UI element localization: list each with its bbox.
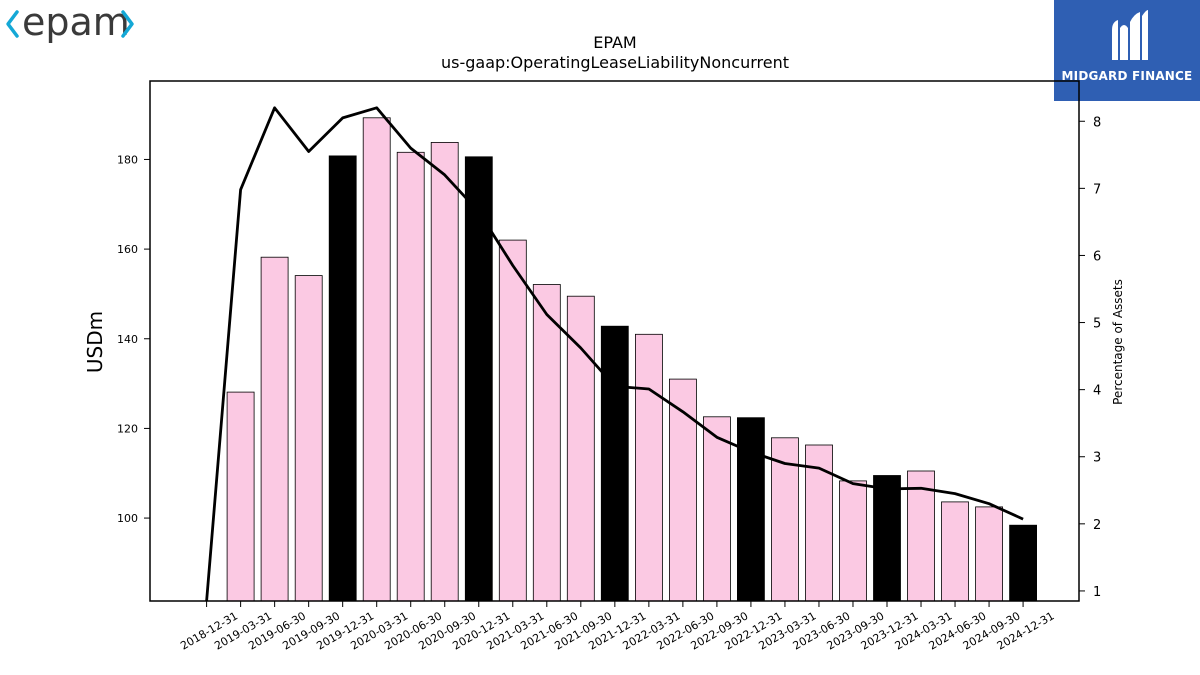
- bar: [703, 416, 731, 602]
- y-tick-label: 160: [117, 243, 138, 256]
- bar: [941, 501, 969, 602]
- bar: [396, 151, 425, 602]
- y2-tick-label: 2: [1093, 518, 1101, 533]
- company-logo-text: epam: [22, 0, 130, 44]
- bar: [430, 141, 459, 602]
- logo-left-bracket-icon: [6, 10, 19, 38]
- bar: [566, 295, 595, 602]
- midgard-mark-icon: [1112, 10, 1148, 60]
- bar: [328, 155, 357, 602]
- y2-tick-label: 6: [1093, 249, 1101, 264]
- y-tick-label: 100: [117, 512, 138, 525]
- y2-tick-label: 7: [1093, 182, 1101, 197]
- bar: [532, 284, 561, 602]
- y2-tick-label: 4: [1093, 384, 1101, 399]
- y-tick-label: 180: [117, 153, 138, 166]
- y2-tick-label: 3: [1093, 451, 1101, 466]
- y2-axis-label: Percentage of Assets: [1111, 279, 1125, 405]
- bar: [975, 506, 1003, 602]
- bar: [669, 378, 697, 602]
- logo-right-bracket-icon: [121, 10, 134, 38]
- y-tick-label: 120: [117, 422, 138, 435]
- bar: [260, 256, 289, 602]
- bar: [362, 117, 391, 602]
- bar: [464, 156, 493, 602]
- bar: [294, 275, 323, 602]
- bar: [600, 325, 629, 602]
- y-tick-label: 140: [117, 333, 138, 346]
- chart-title: EPAM: [593, 33, 636, 52]
- bar: [873, 475, 901, 602]
- bar: [635, 333, 663, 602]
- series-line: [205, 106, 1024, 602]
- company-logo: epam: [6, 0, 134, 44]
- bar: [226, 391, 255, 602]
- bar: [839, 480, 867, 602]
- plot-frame: [149, 80, 1080, 602]
- y2-tick-label: 1: [1093, 585, 1101, 600]
- watermark-text: MIDGARD FINANCE: [1061, 69, 1193, 83]
- bar: [498, 239, 527, 602]
- bar: [737, 417, 765, 602]
- chart-subtitle: us-gaap:OperatingLeaseLiabilityNoncurren…: [441, 53, 789, 72]
- y2-tick-label: 8: [1093, 115, 1101, 130]
- y-axis-label: USDm: [83, 311, 107, 373]
- bar: [1009, 524, 1037, 602]
- y2-tick-label: 5: [1093, 317, 1101, 332]
